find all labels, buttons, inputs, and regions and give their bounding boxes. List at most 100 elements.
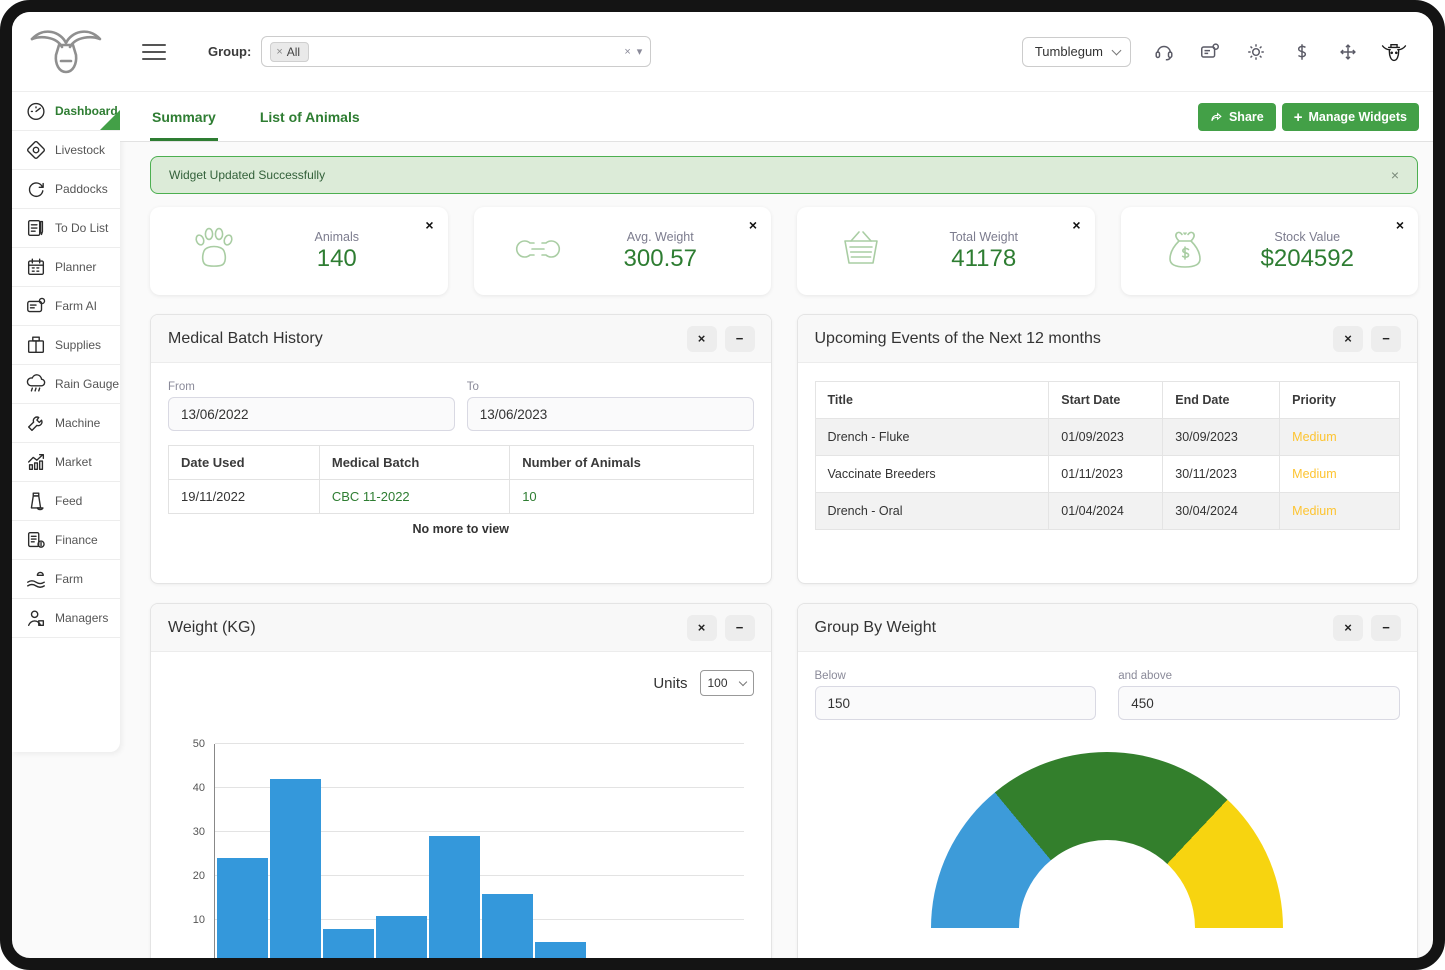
widget-close-button[interactable]: × xyxy=(687,615,717,641)
widget-close-button[interactable]: × xyxy=(687,326,717,352)
column-header: Date Used xyxy=(169,446,320,480)
org-select[interactable]: Tumblegum xyxy=(1022,37,1131,67)
settings-gear-icon[interactable] xyxy=(1243,39,1269,65)
sidebar-item-paddocks[interactable]: Paddocks xyxy=(12,170,120,209)
stat-card-total-weight: × Total Weight 41178 xyxy=(797,207,1095,295)
widget-close-button[interactable]: × xyxy=(1333,615,1363,641)
animal-count-cell: 10 xyxy=(510,480,753,514)
stat-value: $204592 xyxy=(1213,245,1403,273)
dashboard-icon xyxy=(24,100,48,122)
table-row: Vaccinate Breeders 01/11/2023 30/11/2023… xyxy=(815,456,1400,493)
sidebar-item-dashboard[interactable]: Dashboard xyxy=(12,92,120,131)
move-icon[interactable] xyxy=(1335,39,1361,65)
sidebar-item-label: Machine xyxy=(55,416,100,430)
tab-list-of-animals[interactable]: List of Animals xyxy=(258,97,362,141)
org-select-value: Tumblegum xyxy=(1035,44,1103,59)
weight-bar xyxy=(270,779,321,964)
y-axis-tick: 10 xyxy=(177,914,205,926)
profile-avatar-bull-icon[interactable] xyxy=(1381,39,1407,65)
group-tag-all[interactable]: × All xyxy=(270,42,309,62)
widget-title: Weight (KG) xyxy=(168,619,256,637)
table-row: 19/11/2022 CBC 11-2022 10 xyxy=(169,480,754,514)
sidebar-item-finance[interactable]: Finance xyxy=(12,521,120,560)
event-title-cell: Vaccinate Breeders xyxy=(815,456,1049,493)
sidebar-item-label: To Do List xyxy=(55,221,108,235)
table-row: Drench - Fluke 01/09/2023 30/09/2023 Med… xyxy=(815,419,1400,456)
and-above-label: and above xyxy=(1118,670,1400,682)
share-button[interactable]: Share xyxy=(1198,103,1276,131)
no-more-note: No more to view xyxy=(168,522,754,536)
basket-icon xyxy=(833,221,889,282)
weight-bar xyxy=(535,942,586,964)
sidebar-item-todo-list[interactable]: To Do List xyxy=(12,209,120,248)
managers-icon xyxy=(24,607,48,629)
alert-close-icon[interactable]: × xyxy=(1391,167,1399,183)
weight-bar xyxy=(323,929,374,964)
select-clear-icon[interactable]: × xyxy=(624,46,630,58)
sidebar-item-feed[interactable]: Feed xyxy=(12,482,120,521)
start-date-cell: 01/11/2023 xyxy=(1049,456,1163,493)
dollar-icon[interactable] xyxy=(1289,39,1315,65)
end-date-cell: 30/04/2024 xyxy=(1163,493,1280,530)
card-close-icon[interactable]: × xyxy=(1396,217,1404,233)
card-close-icon[interactable]: × xyxy=(749,217,757,233)
market-icon xyxy=(24,451,48,473)
active-indicator xyxy=(100,110,120,130)
sidebar-item-label: Feed xyxy=(55,494,82,508)
sidebar-item-livestock[interactable]: Livestock xyxy=(12,131,120,170)
column-header: End Date xyxy=(1163,382,1280,419)
sidebar-item-market[interactable]: Market xyxy=(12,443,120,482)
below-weight-input[interactable] xyxy=(815,686,1097,720)
sidebar-item-managers[interactable]: Managers xyxy=(12,599,120,638)
manage-widgets-button[interactable]: + Manage Widgets xyxy=(1282,103,1419,131)
from-date-input[interactable] xyxy=(168,397,455,431)
sidebar-item-rain-gauge[interactable]: Rain Gauge xyxy=(12,365,120,404)
medical-batch-table: Date Used Medical Batch Number of Animal… xyxy=(168,445,754,514)
widget-minimize-button[interactable]: − xyxy=(1371,326,1401,352)
from-label: From xyxy=(168,381,455,393)
sidebar: Dashboard Livestock Paddocks To Do List xyxy=(12,92,120,752)
units-select[interactable]: 100 xyxy=(700,670,754,696)
tag-remove-icon[interactable]: × xyxy=(276,46,282,58)
alert-text: Widget Updated Successfully xyxy=(169,168,325,182)
sidebar-item-planner[interactable]: Planner xyxy=(12,248,120,287)
widget-minimize-button[interactable]: − xyxy=(725,615,755,641)
stat-value: 140 xyxy=(242,245,432,273)
date-used-cell: 19/11/2022 xyxy=(169,480,320,514)
sidebar-item-machine[interactable]: Machine xyxy=(12,404,120,443)
widget-close-button[interactable]: × xyxy=(1333,326,1363,352)
sidebar-item-farm[interactable]: Farm xyxy=(12,560,120,599)
medical-batch-link[interactable]: CBC 11-2022 xyxy=(319,480,509,514)
todo-list-icon xyxy=(24,217,48,239)
livestock-icon xyxy=(24,139,48,161)
support-headset-icon[interactable] xyxy=(1151,39,1177,65)
medical-batch-history-widget: Medical Batch History × − From xyxy=(150,314,772,584)
to-date-input[interactable] xyxy=(467,397,754,431)
money-bag-icon xyxy=(1157,221,1213,282)
group-multiselect[interactable]: × All × ▾ xyxy=(261,36,651,67)
sidebar-item-farm-ai[interactable]: Farm AI xyxy=(12,287,120,326)
select-caret-icon[interactable]: ▾ xyxy=(637,45,643,58)
feedback-card-icon[interactable] xyxy=(1197,39,1223,65)
widget-minimize-button[interactable]: − xyxy=(725,326,755,352)
start-date-cell: 01/04/2024 xyxy=(1049,493,1163,530)
paddocks-icon xyxy=(24,178,48,200)
weight-bar-chart: 1020304050 xyxy=(214,744,744,964)
chain-link-icon xyxy=(510,221,566,282)
weight-bar xyxy=(429,836,480,964)
tabs-row: Summary List of Animals Share + Manage W… xyxy=(120,92,1433,142)
sidebar-item-label: Managers xyxy=(55,611,108,625)
stat-label: Animals xyxy=(242,230,432,244)
above-weight-input[interactable] xyxy=(1118,686,1400,720)
to-label: To xyxy=(467,381,754,393)
card-close-icon[interactable]: × xyxy=(1072,217,1080,233)
menu-hamburger-icon[interactable] xyxy=(142,39,166,65)
column-header: Start Date xyxy=(1049,382,1163,419)
event-title-cell: Drench - Oral xyxy=(815,493,1049,530)
stat-card-stock-value: × Stock Value $204592 xyxy=(1121,207,1419,295)
card-close-icon[interactable]: × xyxy=(425,217,433,233)
sidebar-item-supplies[interactable]: Supplies xyxy=(12,326,120,365)
widget-minimize-button[interactable]: − xyxy=(1371,615,1401,641)
chevron-down-icon xyxy=(738,677,746,685)
tab-summary[interactable]: Summary xyxy=(150,97,218,141)
